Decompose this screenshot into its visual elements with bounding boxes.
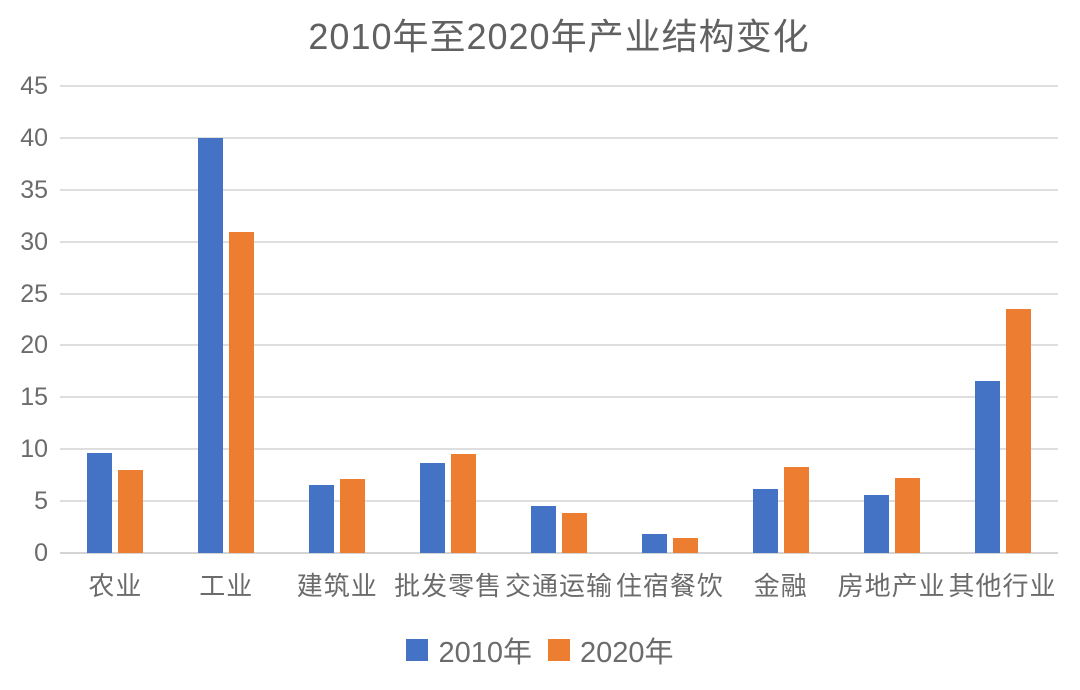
gridline: [60, 136, 1058, 139]
y-tick-label: 45: [20, 72, 48, 100]
gridline: [60, 240, 1058, 243]
bar-series1-cat1: [229, 232, 255, 553]
gridline: [60, 396, 1058, 399]
bar-series1-cat7: [894, 478, 920, 553]
gridline: [60, 344, 1058, 347]
bar-series1-cat5: [672, 538, 698, 553]
x-tick-label: 房地产业: [837, 571, 946, 601]
legend-label-0: 2010年: [438, 637, 532, 669]
y-tick-label: 40: [20, 123, 48, 152]
x-tick-label: 交通运输: [504, 571, 613, 601]
y-tick-label: 15: [20, 383, 48, 412]
y-tick-label: 20: [20, 331, 48, 360]
x-tick-label: 批发零售: [394, 571, 503, 601]
gridline: [60, 500, 1058, 503]
bar-series0-cat7: [863, 494, 889, 553]
legend-item-1: 2020年: [548, 629, 674, 671]
bar-series0-cat4: [531, 506, 556, 553]
x-tick-label: 建筑业: [296, 571, 378, 601]
legend-item-0: 2010年: [406, 629, 532, 671]
bar-series0-cat5: [641, 534, 667, 553]
chart-title: 2010年至2020年产业结构变化: [308, 16, 810, 57]
bar-series0-cat3: [420, 462, 446, 553]
plot-area: 45 40 35 30 25 20 15 10 5 0 农业 工业 建筑业 批发零售 交通运输 住宿餐饮 金融房…: [20, 72, 1058, 601]
x-tick-label: 住宿餐饮: [615, 571, 724, 601]
y-tick-label: 0: [34, 539, 48, 567]
legend-label-1: 2020年: [580, 637, 674, 669]
x-tick-label: 其他行业: [948, 571, 1057, 601]
bar-series1-cat2: [340, 479, 366, 553]
y-tick-label: 5: [34, 487, 48, 516]
x-axis-line: [60, 552, 1058, 554]
gridline: [60, 188, 1058, 191]
bar-series1-cat6: [783, 466, 809, 553]
bar-series1-cat8: [1005, 309, 1031, 553]
bar-series0-cat6: [752, 488, 778, 553]
bar-series0-cat1: [198, 137, 224, 553]
bar-series0-cat0: [87, 453, 113, 553]
x-tick-label: 农业: [88, 571, 143, 601]
bar-series1-cat4: [562, 512, 587, 553]
y-tick-label: 10: [20, 435, 48, 464]
y-tick-label: 25: [20, 279, 48, 308]
legend-swatch-0: [406, 639, 429, 661]
gridline: [60, 448, 1058, 451]
x-tick-label: 工业: [199, 571, 254, 601]
y-tick-label: 30: [20, 227, 48, 256]
y-tick-label: 35: [20, 175, 48, 204]
gridline: [60, 85, 1058, 87]
bar-series0-cat2: [309, 484, 335, 553]
legend-swatch-1: [548, 639, 570, 661]
x-tick-label: 金融: [753, 571, 808, 601]
bar-series1-cat0: [118, 469, 144, 553]
legend: 2010年 2020年: [0, 630, 1080, 670]
gridline: [60, 292, 1058, 295]
bar-series0-cat8: [974, 380, 1000, 553]
bar-series1-cat3: [451, 454, 477, 553]
